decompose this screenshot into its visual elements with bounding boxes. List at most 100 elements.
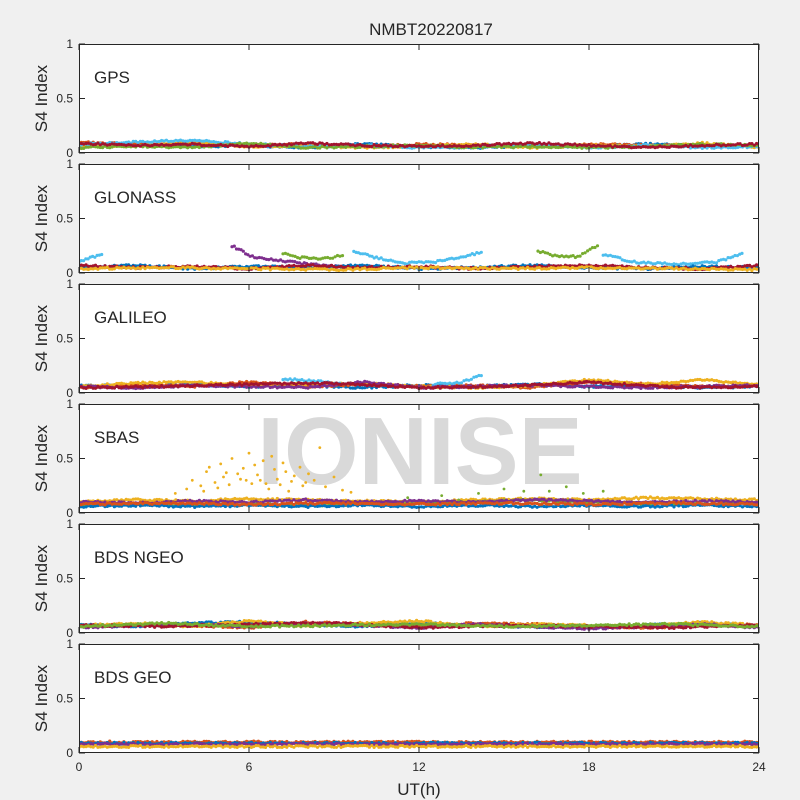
data-point — [594, 385, 598, 389]
y-axis-label: S4 Index — [32, 64, 51, 132]
data-point — [204, 138, 209, 143]
data-point — [155, 497, 159, 502]
data-point — [332, 382, 336, 386]
data-point — [348, 143, 353, 147]
data-point — [279, 258, 283, 262]
data-point — [193, 383, 197, 388]
data-point — [306, 141, 310, 145]
data-point — [162, 266, 166, 270]
data-point — [241, 249, 245, 253]
data-point — [233, 383, 237, 387]
data-point — [89, 264, 93, 268]
data-point — [275, 386, 279, 390]
data-point — [518, 266, 523, 270]
data-point — [379, 144, 383, 148]
data-point — [637, 497, 641, 501]
data-point — [469, 385, 473, 390]
data-point — [603, 379, 608, 383]
data-point — [108, 146, 112, 150]
data-point — [544, 142, 549, 146]
data-point — [246, 253, 250, 257]
data-point — [143, 142, 147, 146]
data-point — [651, 383, 655, 387]
data-point — [648, 145, 653, 149]
data-point — [214, 144, 218, 148]
data-point — [731, 385, 735, 389]
data-point — [393, 144, 397, 148]
data-point — [261, 382, 265, 386]
data-point — [593, 245, 597, 250]
data-point — [544, 382, 549, 386]
data-point — [332, 142, 336, 146]
data-point — [93, 386, 98, 390]
data-point — [363, 386, 367, 390]
data-point — [580, 143, 584, 147]
data-point — [197, 267, 201, 271]
data-point — [129, 143, 133, 147]
data-point — [289, 264, 294, 268]
data-point — [681, 261, 686, 265]
data-point — [82, 146, 86, 150]
data-point — [160, 498, 164, 502]
data-point — [729, 268, 733, 272]
data-point — [320, 264, 324, 268]
data-point — [533, 142, 537, 146]
data-point — [174, 142, 178, 146]
data-point — [228, 382, 232, 386]
data-point — [136, 266, 140, 270]
data-point — [216, 383, 220, 387]
data-point — [278, 142, 282, 146]
data-point — [286, 259, 290, 263]
data-point — [240, 266, 244, 270]
data-point — [627, 386, 631, 390]
data-point — [214, 267, 218, 271]
data-point — [228, 266, 232, 270]
data-point — [540, 145, 544, 149]
data-point — [670, 144, 674, 148]
data-point — [521, 384, 525, 388]
data-point — [155, 266, 159, 270]
data-point — [587, 143, 591, 147]
data-point — [174, 384, 178, 388]
data-point — [405, 267, 409, 271]
data-point — [358, 145, 362, 149]
data-point — [731, 146, 735, 150]
data-point — [398, 384, 402, 388]
data-point — [700, 385, 704, 389]
data-point — [471, 266, 475, 271]
data-point — [710, 144, 714, 148]
data-point — [700, 266, 704, 271]
data-point — [294, 145, 298, 149]
data-point — [278, 267, 282, 271]
data-point — [511, 141, 515, 145]
data-point — [429, 260, 433, 264]
data-point — [511, 146, 515, 150]
data-point — [561, 380, 565, 384]
data-point — [181, 384, 185, 388]
data-point — [169, 139, 173, 143]
data-point — [726, 380, 730, 384]
data-point — [613, 382, 617, 386]
data-point — [441, 385, 445, 389]
data-point — [563, 142, 568, 146]
data-point — [370, 254, 374, 258]
data-point — [86, 145, 90, 149]
data-point — [478, 144, 482, 148]
data-point — [601, 253, 605, 257]
data-point — [370, 267, 374, 271]
data-point — [127, 382, 131, 386]
data-point — [254, 266, 258, 270]
data-point — [422, 385, 426, 389]
data-point — [629, 380, 634, 385]
data-point — [573, 266, 577, 270]
data-point — [618, 145, 622, 149]
data-point — [360, 386, 364, 390]
data-point — [98, 266, 102, 270]
data-point — [585, 146, 589, 150]
data-point — [548, 252, 552, 257]
data-point — [313, 385, 317, 389]
data-point — [101, 385, 105, 389]
data-point — [316, 257, 320, 261]
data-point — [696, 261, 700, 265]
data-point — [86, 257, 90, 261]
